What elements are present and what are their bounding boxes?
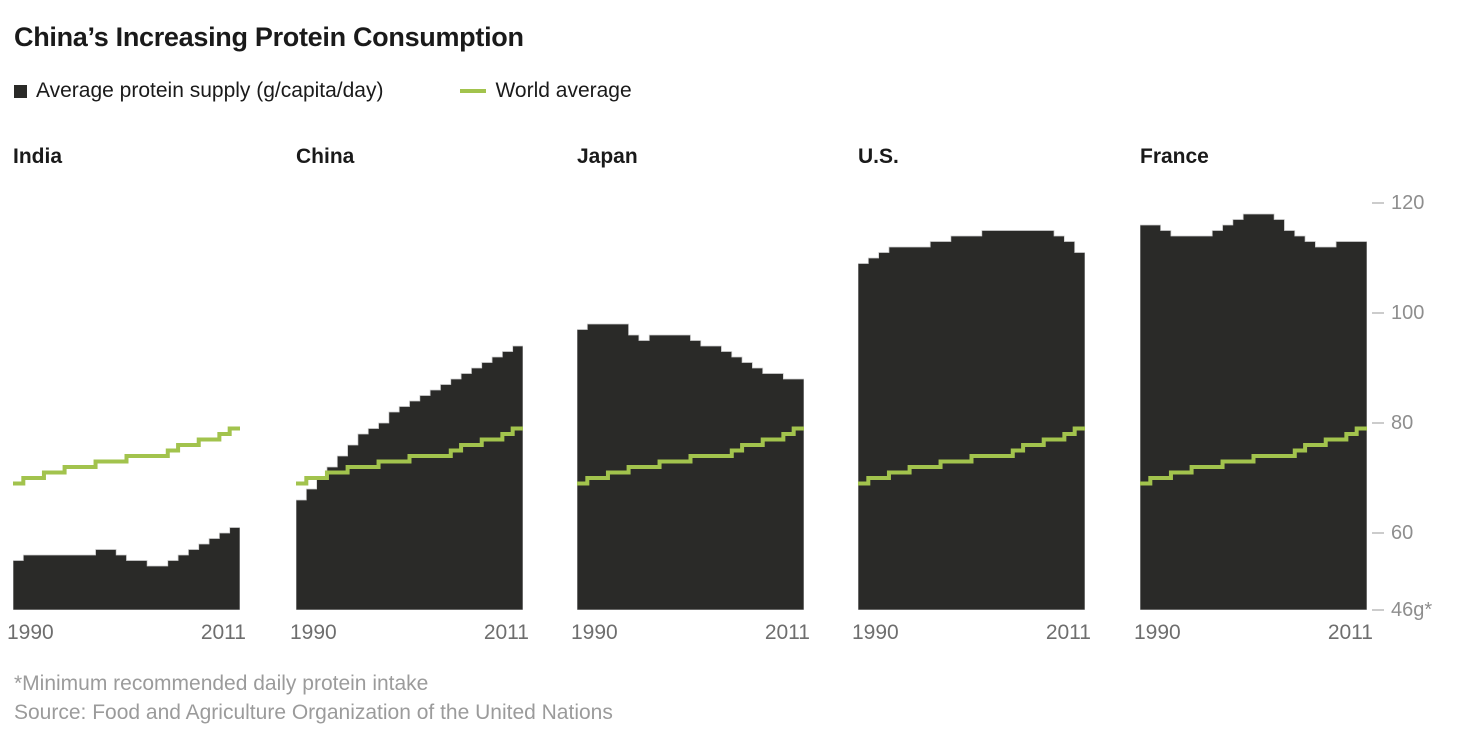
x-tick-end: 2011 [483, 621, 529, 644]
footnote-source: Source: Food and Agriculture Organizatio… [14, 701, 613, 724]
world-average-line [296, 426, 523, 486]
bar-series-swatch-icon [14, 84, 27, 98]
protein-supply-bars [13, 527, 240, 610]
x-axis-labels: 1990 2011 [1134, 610, 1373, 645]
protein-supply-bars [858, 230, 1085, 610]
y-tick-100: 100 [1372, 302, 1424, 324]
panel-plot [577, 323, 804, 610]
x-tick-end: 2011 [1045, 621, 1091, 644]
y-tick-80: 80 [1372, 412, 1413, 434]
x-tick-start: 1990 [7, 621, 54, 644]
x-tick-end: 2011 [200, 621, 246, 644]
y-tick-label: 120 [1391, 191, 1425, 214]
tick-dash-icon [1372, 312, 1384, 314]
panel-title: France [1140, 145, 1209, 168]
world-average-line [13, 426, 240, 486]
panel-title: Japan [577, 145, 638, 168]
panel-china: China 1990 2011 [290, 145, 529, 645]
panel-plot [13, 426, 240, 610]
x-tick-end: 2011 [1327, 621, 1373, 644]
panel-india: India 1990 2011 [7, 145, 246, 645]
protein-supply-bars [1140, 213, 1367, 610]
tick-dash-icon [1372, 202, 1384, 204]
panel-japan: Japan 1990 2011 [571, 145, 810, 645]
world-average-line-swatch-icon [460, 89, 487, 93]
chart-title: China’s Increasing Protein Consumption [14, 22, 524, 52]
y-tick-46: 46g* [1372, 599, 1432, 621]
x-tick-end: 2011 [764, 621, 810, 644]
x-axis-labels: 1990 2011 [290, 610, 529, 645]
x-axis-labels: 1990 2011 [852, 610, 1091, 645]
world-average-line [577, 426, 804, 486]
y-tick-label: 100 [1391, 301, 1425, 324]
y-tick-label: 60 [1391, 521, 1414, 544]
panel-title: U.S. [858, 145, 899, 168]
panel-title: India [13, 145, 63, 168]
legend-label-world-average: World average [495, 79, 632, 102]
y-tick-label: 46g* [1391, 598, 1433, 621]
x-tick-start: 1990 [852, 621, 899, 644]
legend-label-protein-supply: Average protein supply (g/capita/day) [36, 79, 384, 102]
x-tick-start: 1990 [571, 621, 618, 644]
tick-dash-icon [1372, 609, 1384, 611]
x-axis-labels: 1990 2011 [7, 610, 246, 645]
y-tick-120: 120 [1372, 192, 1424, 214]
panel-plot [858, 230, 1085, 610]
footnote-min-protein: *Minimum recommended daily protein intak… [14, 672, 429, 695]
panel-plot [296, 345, 523, 610]
x-tick-start: 1990 [290, 621, 337, 644]
x-axis-labels: 1990 2011 [571, 610, 810, 645]
world-average-line [858, 426, 1085, 486]
protein-supply-bars [577, 323, 804, 610]
tick-dash-icon [1372, 422, 1384, 424]
panel-france: France 1990 2011 [1134, 145, 1373, 645]
protein-supply-bars [296, 345, 523, 610]
panel-us: U.S. 1990 2011 [852, 145, 1091, 645]
x-tick-start: 1990 [1134, 621, 1181, 644]
tick-dash-icon [1372, 532, 1384, 534]
panel-plot [1140, 213, 1367, 610]
y-tick-60: 60 [1372, 522, 1413, 544]
y-tick-label: 80 [1391, 411, 1414, 434]
legend: Average protein supply (g/capita/day) Wo… [14, 78, 632, 104]
world-average-line [1140, 426, 1367, 486]
panel-title: China [296, 145, 355, 168]
